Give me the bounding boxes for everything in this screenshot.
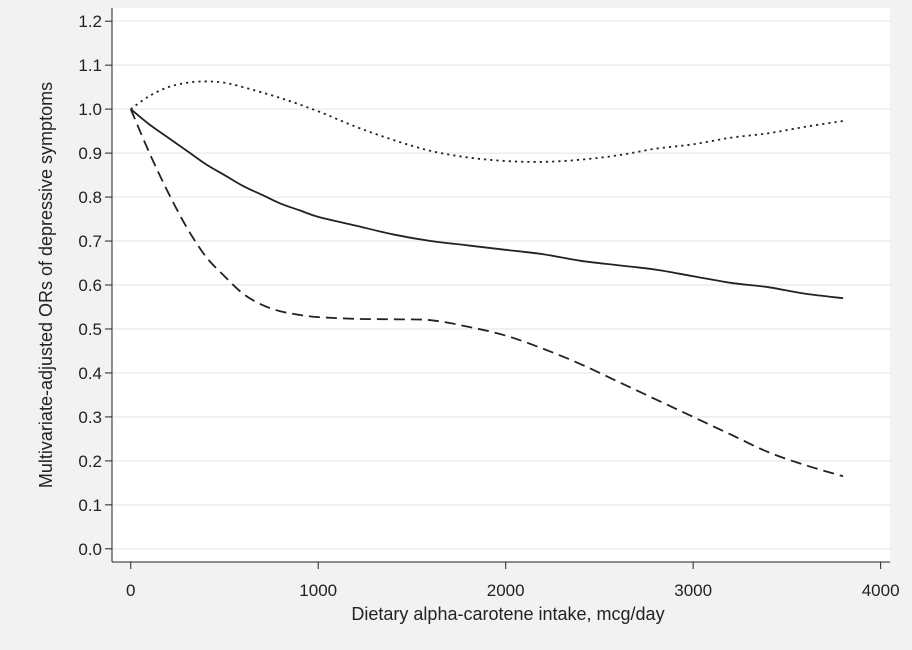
y-tick-label: 0.0 (78, 540, 102, 559)
y-tick-label: 0.4 (78, 364, 102, 383)
x-tick-label: 2000 (487, 581, 525, 600)
x-tick-label: 0 (126, 581, 135, 600)
y-tick-label: 0.8 (78, 188, 102, 207)
series-line-solid (130, 108, 844, 300)
axes (105, 8, 890, 569)
y-tick-label: 1.0 (78, 100, 102, 119)
y-tick-label: 0.1 (78, 496, 102, 515)
series-line-dotted (130, 80, 844, 163)
y-tick-label: 0.5 (78, 320, 102, 339)
y-tick-label: 0.7 (78, 232, 102, 251)
x-axis-title: Dietary alpha-carotene intake, mcg/day (351, 604, 664, 624)
y-tick-label: 0.9 (78, 144, 102, 163)
x-tick-label: 3000 (674, 581, 712, 600)
x-tick-label: 1000 (299, 581, 337, 600)
y-tick-label: 0.3 (78, 408, 102, 427)
series-lines (129, 80, 844, 478)
gridlines (113, 20, 890, 550)
y-tick-label: 1.1 (78, 56, 102, 75)
x-tick-label: 4000 (862, 581, 900, 600)
y-tick-label: 1.2 (78, 12, 102, 31)
y-tick-label: 0.2 (78, 452, 102, 471)
tick-labels: 0.0 0.1 0.2 0.3 0.4 0.5 0.6 0.7 0.8 0.9 1.0 1.1 1.2 0… (78, 12, 899, 600)
y-axis-title: Multivariate-adjusted ORs of depressive … (36, 82, 56, 488)
y-tick-label: 0.6 (78, 276, 102, 295)
